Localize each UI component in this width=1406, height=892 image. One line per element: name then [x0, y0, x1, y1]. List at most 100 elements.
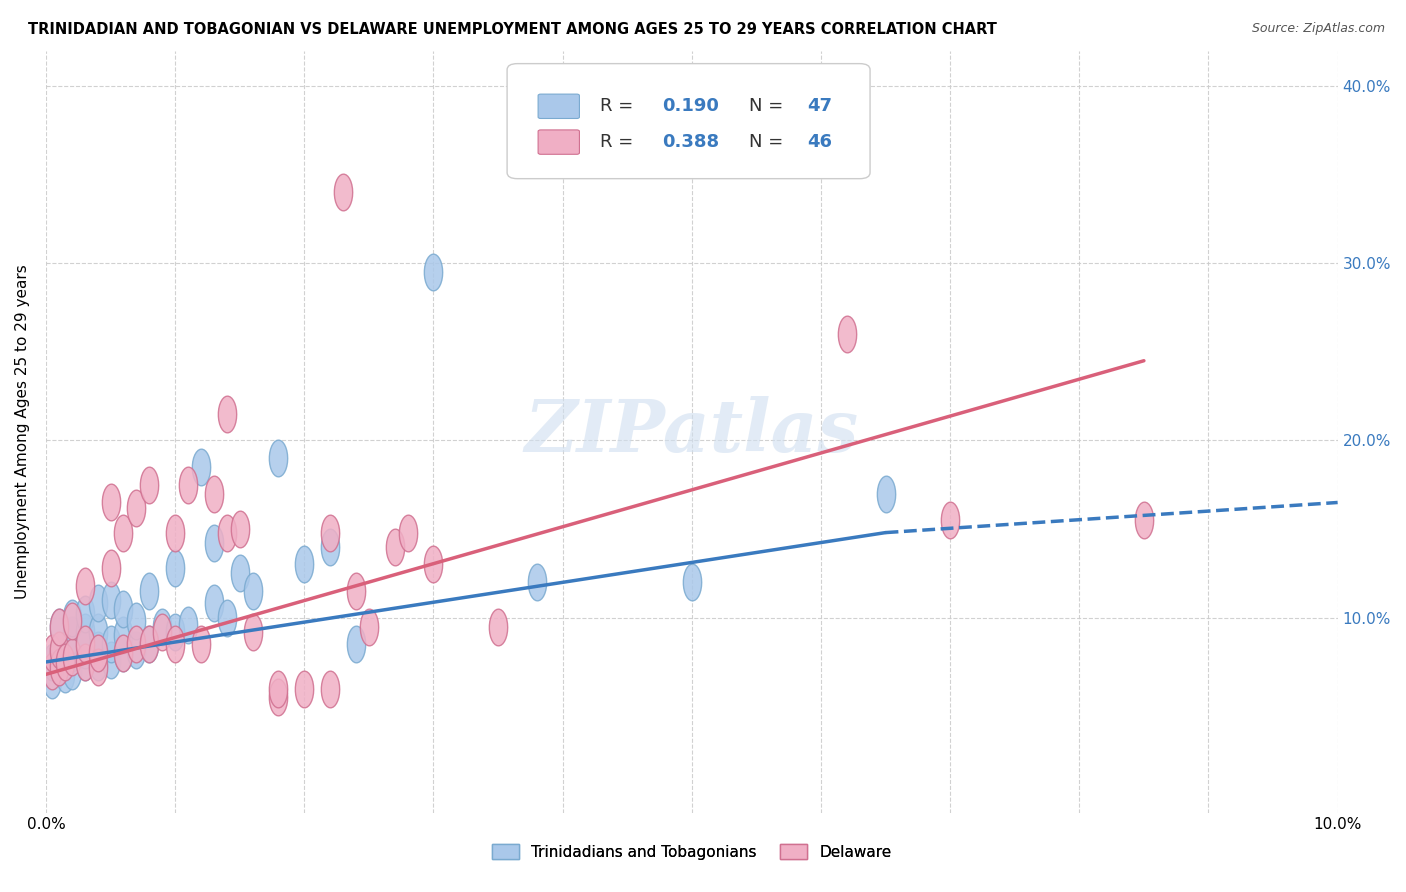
Point — [86, 660, 108, 674]
Point — [53, 667, 76, 681]
Point — [150, 619, 173, 633]
Point — [41, 646, 63, 660]
Point — [526, 575, 548, 590]
Point — [228, 566, 250, 581]
FancyBboxPatch shape — [538, 94, 579, 119]
Point — [138, 584, 160, 599]
Text: 0.388: 0.388 — [662, 133, 720, 151]
Y-axis label: Unemployment Among Ages 25 to 29 years: Unemployment Among Ages 25 to 29 years — [15, 264, 30, 599]
Point — [73, 607, 96, 621]
Point — [48, 660, 70, 674]
Point — [165, 624, 187, 639]
Point — [125, 637, 148, 651]
Point — [681, 575, 703, 590]
Point — [242, 584, 264, 599]
Point — [60, 646, 83, 660]
Point — [384, 540, 406, 554]
Point — [53, 655, 76, 669]
Point — [73, 655, 96, 669]
Point — [60, 614, 83, 628]
Text: TRINIDADIAN AND TOBAGONIAN VS DELAWARE UNEMPLOYMENT AMONG AGES 25 TO 29 YEARS CO: TRINIDADIAN AND TOBAGONIAN VS DELAWARE U… — [28, 22, 997, 37]
Point — [112, 525, 135, 540]
Point — [48, 660, 70, 674]
Point — [422, 558, 444, 572]
Point — [292, 681, 315, 696]
Point — [332, 186, 354, 200]
Point — [41, 673, 63, 687]
Point — [100, 593, 122, 607]
Point — [53, 649, 76, 664]
Text: 0.190: 0.190 — [662, 97, 718, 115]
Point — [112, 646, 135, 660]
Point — [86, 655, 108, 669]
Point — [215, 407, 238, 421]
Point — [202, 536, 225, 550]
Point — [73, 637, 96, 651]
Point — [100, 637, 122, 651]
Text: 47: 47 — [807, 97, 832, 115]
Point — [112, 646, 135, 660]
Point — [165, 525, 187, 540]
Point — [267, 690, 290, 705]
Point — [396, 525, 419, 540]
Text: 46: 46 — [807, 133, 832, 151]
Point — [73, 624, 96, 639]
Point — [60, 664, 83, 678]
Point — [41, 655, 63, 669]
Point — [228, 522, 250, 536]
Point — [319, 540, 342, 554]
Point — [100, 495, 122, 509]
Point — [41, 664, 63, 678]
Point — [73, 655, 96, 669]
Point — [48, 619, 70, 633]
Point — [86, 624, 108, 639]
Point — [319, 681, 342, 696]
Point — [60, 649, 83, 664]
Text: N =: N = — [748, 97, 789, 115]
Point — [344, 584, 367, 599]
Point — [100, 653, 122, 667]
Point — [202, 597, 225, 611]
Point — [190, 637, 212, 651]
Point — [319, 525, 342, 540]
Point — [267, 451, 290, 466]
Point — [486, 619, 509, 633]
Point — [86, 646, 108, 660]
Point — [190, 460, 212, 475]
Point — [177, 477, 200, 491]
Point — [112, 628, 135, 642]
Point — [86, 642, 108, 657]
Legend: Trinidadians and Tobagonians, Delaware: Trinidadians and Tobagonians, Delaware — [485, 838, 898, 866]
Point — [48, 646, 70, 660]
Point — [150, 624, 173, 639]
Point — [242, 624, 264, 639]
Point — [267, 681, 290, 696]
Text: N =: N = — [748, 133, 789, 151]
Point — [177, 617, 200, 632]
Text: Source: ZipAtlas.com: Source: ZipAtlas.com — [1251, 22, 1385, 36]
Point — [165, 561, 187, 575]
Point — [939, 513, 962, 527]
Text: R =: R = — [600, 133, 640, 151]
Point — [112, 601, 135, 615]
Point — [73, 579, 96, 593]
Point — [138, 637, 160, 651]
Text: R =: R = — [600, 97, 640, 115]
Point — [125, 614, 148, 628]
Point — [48, 619, 70, 633]
Point — [48, 642, 70, 657]
Point — [86, 597, 108, 611]
Point — [125, 500, 148, 515]
Point — [60, 628, 83, 642]
Point — [357, 619, 380, 633]
Point — [875, 486, 897, 500]
Point — [60, 610, 83, 624]
Text: ZIPatlas: ZIPatlas — [524, 396, 859, 467]
Point — [138, 637, 160, 651]
Point — [125, 642, 148, 657]
Point — [165, 637, 187, 651]
FancyBboxPatch shape — [538, 130, 579, 154]
Point — [215, 525, 238, 540]
Point — [835, 327, 858, 342]
Point — [292, 558, 315, 572]
